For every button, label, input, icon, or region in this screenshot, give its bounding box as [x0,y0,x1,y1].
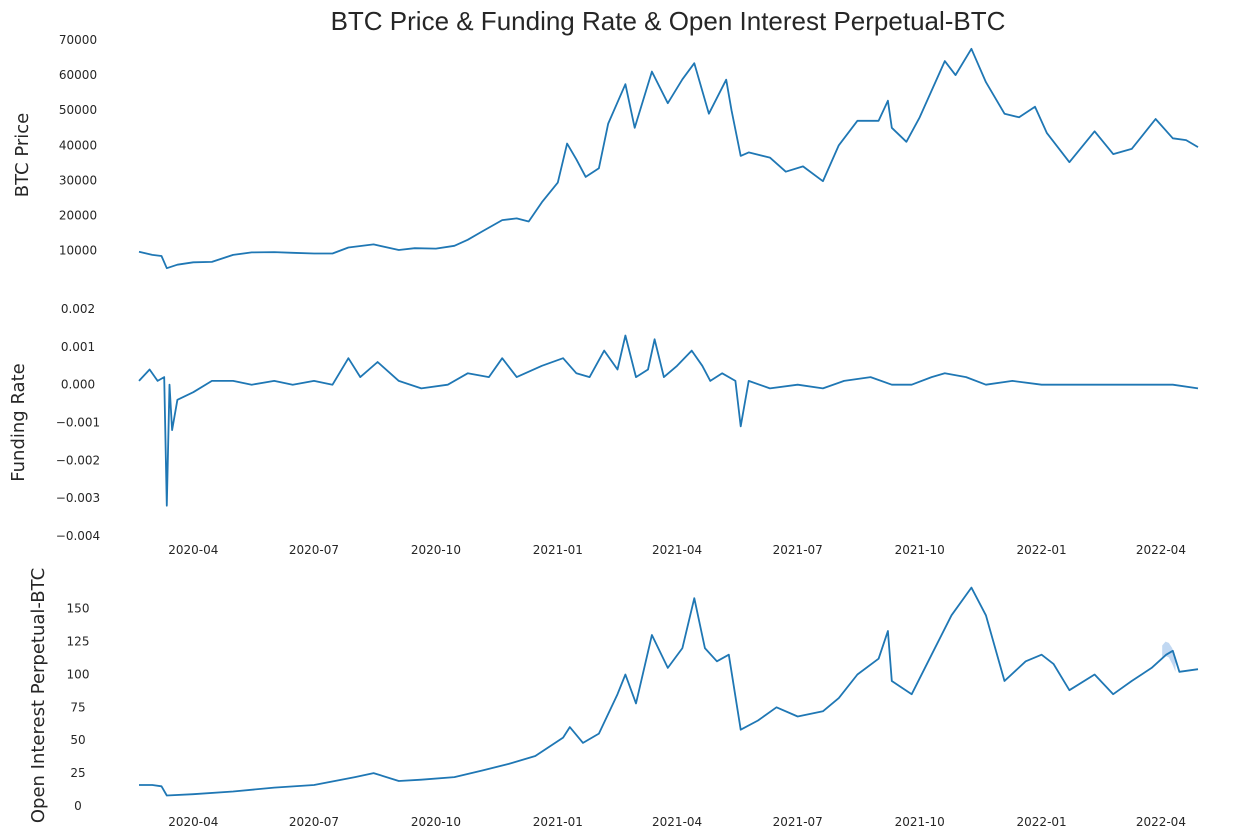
funding-xtick-label: 2022-04 [1136,543,1186,557]
open-interest-ytick-label: 100 [67,667,90,681]
price-panel: 10000 20000 30000 40000 50000 60000 70000 BTC P… [12,33,1199,270]
open-interest-ytick-label: 0 [74,799,82,813]
price-ytick-label: 60000 [59,68,97,82]
funding-ytick-label: 0.001 [61,340,95,354]
funding-xtick-label: 2021-07 [773,543,823,557]
price-ytick-label: 10000 [59,244,97,258]
open-interest-ytick-label: 125 [67,635,90,649]
open-interest-series-line [139,586,1199,797]
funding-xtick-label: 2020-04 [168,543,218,557]
funding-xtick-label: 2020-10 [411,543,461,557]
open-interest-y-axis-label: Open Interest Perpetual-BTC [28,568,49,823]
open-interest-xtick-label: 2021-10 [895,815,945,829]
funding-xtick-label: 2022-01 [1017,543,1067,557]
funding-series-line [138,334,1199,507]
open-interest-ytick-label: 50 [70,733,85,747]
open-interest-xtick-label: 2022-04 [1136,815,1186,829]
funding-y-axis-label: Funding Rate [8,363,29,481]
price-ytick-label: 70000 [59,33,97,47]
funding-xtick-label: 2021-04 [652,543,702,557]
funding-ytick-label: −0.001 [56,416,100,430]
price-ytick-label: 20000 [59,209,97,223]
funding-ytick-label: −0.003 [56,491,100,505]
funding-ytick-label: −0.004 [56,529,100,543]
funding-rate-panel: −0.004 −0.003 −0.002 −0.001 0.000 0.001 0.002 2… [8,302,1199,557]
open-interest-xtick-label: 2021-01 [533,815,583,829]
price-y-axis-label: BTC Price [12,113,33,198]
funding-ytick-label: 0.000 [61,378,95,392]
funding-ytick-label: −0.002 [56,453,100,467]
funding-xtick-label: 2020-07 [289,543,339,557]
open-interest-xtick-label: 2020-04 [168,815,218,829]
open-interest-xtick-label: 2020-07 [289,815,339,829]
price-series-line [138,47,1199,270]
chart-title: BTC Price & Funding Rate & Open Interest… [330,6,1006,36]
funding-xtick-label: 2021-01 [533,543,583,557]
open-interest-xtick-label: 2020-10 [411,815,461,829]
open-interest-confidence-band [1162,641,1176,672]
open-interest-ytick-label: 25 [70,766,85,780]
open-interest-xtick-label: 2022-01 [1017,815,1067,829]
open-interest-panel: 0 25 50 75 100 125 150 2020-04 2020-07 2020-10 202… [28,568,1199,829]
funding-xtick-label: 2021-10 [895,543,945,557]
price-ytick-label: 30000 [59,173,97,187]
open-interest-ytick-label: 150 [67,602,90,616]
price-ytick-label: 50000 [59,103,97,117]
open-interest-ytick-label: 75 [70,700,85,714]
open-interest-xtick-label: 2021-07 [773,815,823,829]
price-ytick-label: 40000 [59,138,97,152]
funding-ytick-label: 0.002 [61,302,95,316]
open-interest-xtick-label: 2021-04 [652,815,702,829]
